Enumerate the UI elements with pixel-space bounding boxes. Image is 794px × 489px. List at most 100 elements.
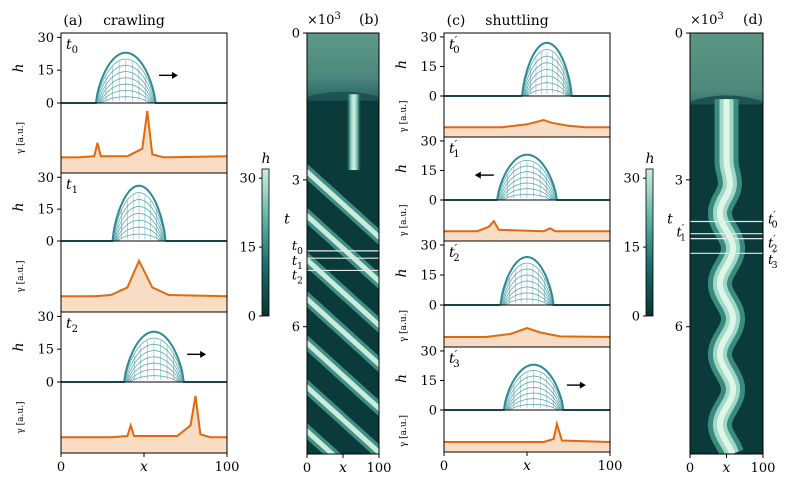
- panel-c-row-3-streamline-1: [504, 369, 563, 411]
- panel-a-row-0-h-ylabel: h: [11, 63, 27, 72]
- panel-a-row-1-h-ticklabel-2: 30: [37, 171, 54, 186]
- panel-c-row-0-gamma-fill: [444, 120, 610, 137]
- panel-c-row-3-arrow-head: [579, 381, 586, 389]
- panel-c-row-0-gamma-curve: [444, 118, 610, 129]
- panel-a-row-2-time-label: t2: [66, 316, 78, 335]
- panel-b-time-mark-label-0: t0: [292, 239, 303, 257]
- panel-b-ylabel: t: [284, 212, 290, 228]
- panel-a-row-1-streamline-1: [112, 192, 166, 242]
- panel-a-row-1-h-ylabel: h: [11, 202, 27, 211]
- colorbar-d-label: h: [645, 151, 654, 167]
- colorbar-b-ticklabel-2: 30: [239, 172, 256, 187]
- panel-a-row-2-gamma-curve: [61, 395, 227, 439]
- panel-a-row-0-droplet-profile: [61, 51, 227, 104]
- colorbar-d-ticklabel-2: 30: [623, 172, 640, 187]
- panel-c-row-0-h-ticklabel-0: 0: [429, 90, 437, 105]
- panel-b-x-ticklabel-2: 100: [367, 461, 392, 476]
- panel-a-row-0-time-label: t0: [66, 37, 78, 56]
- panel-c-row-0-droplet-profile: [444, 41, 610, 97]
- panel-a-row-1-h-axes: [60, 172, 228, 242]
- panel-a-row-2-h-axes: [60, 311, 228, 383]
- panel-d-y-ticklabel-2: 6: [675, 320, 683, 335]
- panel-c-row-1-arrow-head: [474, 171, 481, 179]
- panel-c-row-2-gamma-fill: [444, 328, 610, 347]
- panel-c-row-0-h-ticklabel-2: 30: [420, 30, 437, 45]
- panel-a-row-2-droplet-profile: [61, 330, 227, 383]
- panel-c-row-2-gamma-curve: [444, 326, 611, 338]
- panel-b-ridge-0: [345, 94, 362, 171]
- panel-d-x-ticklabel-0: 0: [686, 461, 694, 476]
- panel-c-row-3-h-ylabel: h: [394, 374, 410, 383]
- panel-b-ridge-2: [307, 212, 379, 285]
- panel-b-time-mark-label-1: t1: [292, 254, 303, 272]
- panel-d-label: (d): [743, 12, 763, 28]
- panel-c-row-1-gamma-curve: [444, 219, 610, 233]
- panel-d-ridge: [716, 99, 737, 454]
- panel-a-row-1-h-ticklabel-0: 0: [46, 235, 54, 250]
- panel-d-y-ticklabel-1: 3: [675, 173, 683, 188]
- panel-c-row-3-gamma-curve: [444, 420, 611, 443]
- panel-a-row-1-gamma-ylabel: γ [a.u.]: [16, 260, 26, 292]
- panel-a-row-2-streamline-1: [124, 337, 184, 383]
- panel-b-multiplier: ×103: [307, 11, 341, 28]
- panel-a-row-0-streamline-1: [96, 58, 156, 104]
- panel-c-row-1-h-ylabel: h: [394, 164, 410, 173]
- panel-d-heatmap: [690, 33, 763, 454]
- panel-a-row-0-arrow-head: [171, 71, 178, 79]
- colorbar-b-ticklabel-1: 15: [239, 241, 256, 256]
- panel-d-time-mark-label-0: t′ 0: [768, 209, 778, 230]
- panel-d-time-mark-label-3: t′ 3: [768, 250, 778, 271]
- panel-c-row-2-droplet-profile: [444, 255, 610, 306]
- panel-b-x-ticklabel-0: 0: [303, 461, 311, 476]
- panel-a-row-2-gamma-ylabel: γ [a.u.]: [16, 401, 26, 433]
- panel-a-row-2-gamma-fill: [61, 395, 227, 453]
- panel-c-row-3-droplet-profile: [444, 363, 610, 411]
- panel-d-y-ticklabel-0: 0: [675, 27, 683, 42]
- panel-c-row-3-gamma-ylabel: γ [a.u.]: [399, 415, 409, 447]
- panel-a-row-1-h-ticklabel-1: 15: [37, 203, 54, 218]
- panel-c-x-ticklabel-2: 100: [598, 459, 623, 474]
- panel-b-ridge-1: [307, 168, 379, 241]
- panel-a-row-2-h-ticklabel-2: 30: [37, 310, 54, 325]
- panel-d-initial-region: [690, 33, 763, 102]
- panel-d-multiplier: ×103: [690, 11, 724, 28]
- panel-a-row-1-time-label: t1: [66, 177, 78, 196]
- panel-c-row-3-h-ticklabel-1: 15: [420, 374, 437, 389]
- panel-d-ylabel: t: [667, 212, 673, 228]
- panel-a-row-0-gamma-ylabel: γ [a.u.]: [16, 122, 26, 154]
- panel-a-label: (a): [63, 13, 82, 29]
- panel-b-heatmap: [307, 33, 379, 454]
- panel-c-label: (c): [447, 13, 466, 29]
- panel-b-initial-region: [307, 33, 379, 97]
- panel-c-row-1-h-ticklabel-2: 30: [420, 134, 437, 149]
- panel-a-row-2-h-ylabel: h: [11, 342, 27, 351]
- panel-a-row-0-h-ticklabel-1: 15: [37, 64, 54, 79]
- panel-c-row-2-time-label: t′ 2: [449, 242, 460, 264]
- panel-c-row-2-streamline-1: [500, 262, 554, 306]
- panel-c-x-ticklabel-0: 0: [440, 459, 448, 474]
- panel-a-row-0-h-ticklabel-2: 30: [37, 31, 54, 46]
- panel-c-row-2-h-ticklabel-2: 30: [420, 239, 437, 254]
- panel-c-row-3-h-ticklabel-0: 0: [429, 404, 437, 419]
- colorbar-d-ticklabel-0: 0: [632, 310, 640, 325]
- panel-c-row-1-h-ticklabel-0: 0: [429, 194, 437, 209]
- panel-c-title: shuttling: [485, 13, 548, 29]
- panel-b-xlabel: x: [339, 460, 347, 476]
- panel-a-x-ticklabel-2: 100: [215, 460, 240, 475]
- panel-c-row-0-time-label: t′ 0: [449, 34, 460, 56]
- panel-c-row-1-streamline-1: [497, 159, 557, 201]
- panel-c-row-1-gamma-ylabel: γ [a.u.]: [399, 204, 409, 236]
- panel-d-time-mark-label-2: t′ 2: [768, 234, 778, 255]
- panel-c-row-1-time-label: t′ 1: [449, 138, 460, 160]
- panel-c-row-0-h-axes: [443, 32, 611, 97]
- panel-c-row-0-gamma-ylabel: γ [a.u.]: [399, 100, 409, 132]
- panel-d-time-mark-label-1: t′ 1: [676, 223, 686, 244]
- panel-a-row-0-h-ticklabel-0: 0: [46, 97, 54, 112]
- panel-a-row-1-droplet-profile: [61, 184, 227, 242]
- panel-a-row-1-gamma-fill: [61, 260, 227, 312]
- panel-a-x-ticklabel-0: 0: [57, 460, 65, 475]
- panel-a-row-0-gamma-curve: [61, 110, 228, 159]
- panel-a-title: crawling: [103, 13, 165, 29]
- panel-b-ridge-4: [307, 295, 379, 368]
